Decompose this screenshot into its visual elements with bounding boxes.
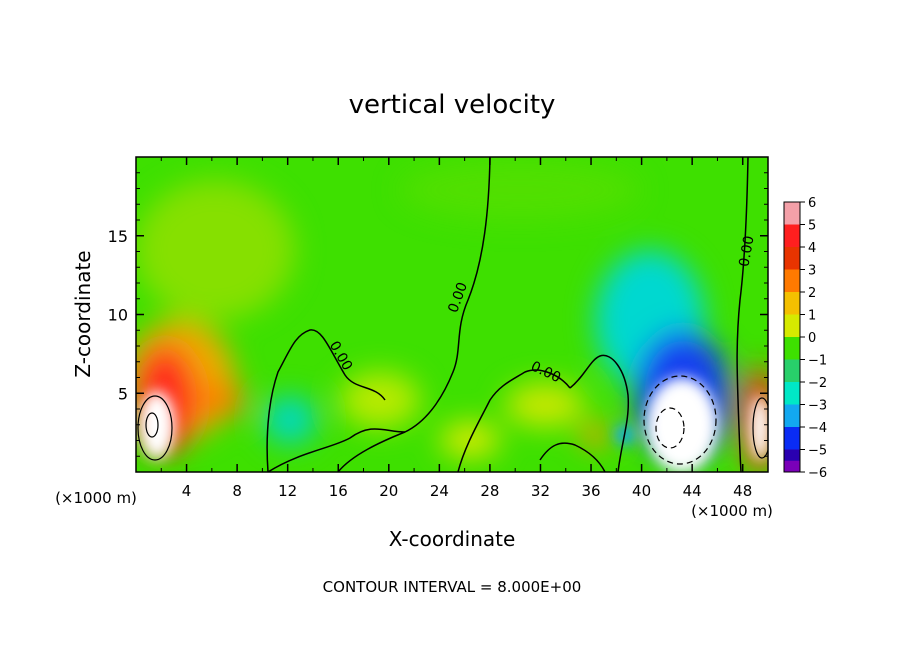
x-tick-label: 20 xyxy=(379,482,398,500)
x-tick-label: 44 xyxy=(683,482,702,500)
colorbar-swatch xyxy=(784,382,800,405)
colorbar-tick-label: 5 xyxy=(808,219,816,234)
chart-title: vertical velocity xyxy=(349,90,556,120)
y-tick-label: 15 xyxy=(108,227,128,246)
colorbar-tick-label: 1 xyxy=(808,309,816,324)
colorbar: 6 5 4 3 2 1 0 −1 −2 −3 −4 −5 −6 xyxy=(783,196,827,481)
x-tick-label: 32 xyxy=(531,482,550,500)
x-tick-label: 4 xyxy=(182,482,192,500)
zero-contours xyxy=(266,157,749,472)
colorbar-swatch xyxy=(784,337,800,360)
x-axis-label: X-coordinate xyxy=(389,527,516,551)
colorbar-swatch xyxy=(784,292,800,315)
colorbar-tick-label: −6 xyxy=(808,466,827,481)
colorbar-tick-label: −4 xyxy=(808,421,827,436)
colorbar-tick-label: −3 xyxy=(808,399,827,414)
contour-interval-footer: CONTOUR INTERVAL = 8.000E+00 xyxy=(323,578,582,596)
colorbar-swatch xyxy=(784,404,800,427)
colorbar-tick-label: 6 xyxy=(808,196,816,211)
x-tick-label: 24 xyxy=(430,482,449,500)
x-unit-label: (×1000 m) xyxy=(691,502,773,520)
colorbar-swatch xyxy=(784,202,800,225)
x-tick-label: 28 xyxy=(480,482,499,500)
z-unit-label: (×1000 m) xyxy=(55,489,137,507)
contour-label: 0.00 xyxy=(736,235,757,268)
y-tick-label: 5 xyxy=(118,384,128,403)
y-tick-label: 10 xyxy=(108,306,128,325)
x-tick-label: 48 xyxy=(733,482,752,500)
colorbar-swatch xyxy=(784,359,800,382)
plot-area xyxy=(136,157,768,472)
colorbar-tick-label: −2 xyxy=(808,376,827,391)
x-tick-label: 40 xyxy=(632,482,651,500)
colorbar-tick-label: −5 xyxy=(808,444,827,459)
colorbar-swatch xyxy=(784,247,800,270)
colorbar-tick-label: 3 xyxy=(808,264,816,279)
x-tick-label: 8 xyxy=(232,482,242,500)
colorbar-swatch xyxy=(784,314,800,337)
colorbar-swatch xyxy=(784,427,800,450)
colorbar-swatch xyxy=(784,224,800,247)
x-axis-ticks: 4 8 12 16 20 24 28 32 36 40 44 48 xyxy=(160,157,752,500)
colorbar-tick-label: 4 xyxy=(808,241,816,256)
colorbar-swatch xyxy=(784,460,800,472)
colorbar-tick-label: 2 xyxy=(808,286,816,301)
y-axis-ticks: 5 10 15 xyxy=(108,172,768,457)
negative-contours xyxy=(643,375,717,465)
colorbar-tick-label: −1 xyxy=(808,354,827,369)
colorbar-tick-label: 0 xyxy=(808,331,816,346)
colorbar-swatch xyxy=(784,269,800,292)
x-tick-label: 12 xyxy=(278,482,297,500)
x-tick-label: 36 xyxy=(581,482,600,500)
x-tick-label: 16 xyxy=(329,482,348,500)
velocity-cores xyxy=(139,377,768,472)
y-axis-label: Z-coordinate xyxy=(71,250,95,377)
positive-contours xyxy=(137,395,768,461)
